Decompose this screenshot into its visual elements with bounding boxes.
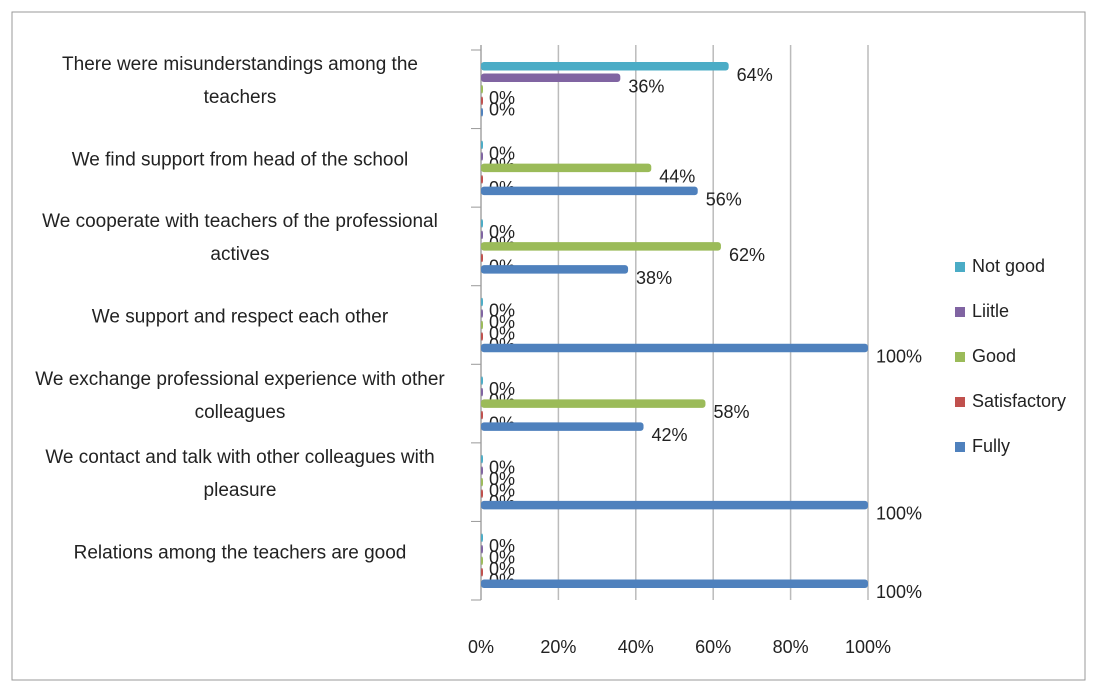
bar bbox=[481, 454, 483, 464]
legend-label: Liitle bbox=[972, 301, 1009, 321]
bar bbox=[481, 544, 483, 554]
data-label: 100% bbox=[876, 347, 922, 367]
bar bbox=[481, 297, 483, 307]
data-label: 62% bbox=[729, 245, 765, 265]
legend-marker bbox=[955, 352, 965, 362]
data-label: 0% bbox=[489, 548, 515, 568]
bar bbox=[481, 410, 483, 420]
bar bbox=[481, 96, 483, 106]
bar bbox=[481, 219, 483, 228]
data-label: 0% bbox=[489, 379, 515, 399]
y-tick-label: We exchange professional experience with… bbox=[35, 368, 445, 423]
bar bbox=[481, 85, 483, 94]
bar bbox=[481, 387, 483, 397]
y-tick-label: Relations among the teachers are good bbox=[73, 542, 407, 564]
legend-marker bbox=[955, 442, 965, 452]
data-label: 56% bbox=[706, 189, 742, 209]
bar bbox=[481, 422, 644, 431]
y-tick-label: There were misunderstandings among the t… bbox=[62, 54, 418, 109]
legend-marker bbox=[955, 262, 965, 272]
data-label: 100% bbox=[876, 504, 922, 524]
chart-border bbox=[11, 11, 1086, 681]
bar bbox=[481, 489, 483, 498]
x-tick-label: 80% bbox=[773, 637, 809, 657]
bar bbox=[481, 343, 868, 353]
bar bbox=[481, 230, 483, 240]
data-label: 42% bbox=[652, 425, 688, 445]
data-label: 38% bbox=[636, 268, 672, 288]
x-tick-label: 20% bbox=[540, 637, 576, 657]
bar bbox=[481, 140, 483, 150]
bar bbox=[481, 163, 652, 173]
data-label: 64% bbox=[737, 65, 773, 85]
bar bbox=[481, 567, 483, 577]
data-label: 0% bbox=[489, 301, 515, 321]
bar bbox=[481, 108, 483, 117]
bar bbox=[481, 477, 483, 487]
legend-label: Satisfactory bbox=[972, 391, 1066, 411]
x-tick-label: 100% bbox=[845, 637, 891, 657]
data-label: 0% bbox=[489, 536, 515, 556]
y-tick-label: We contact and talk with other colleague… bbox=[45, 447, 435, 502]
data-label: 36% bbox=[628, 76, 664, 96]
x-tick-label: 40% bbox=[618, 637, 654, 657]
bar bbox=[481, 533, 483, 542]
bar bbox=[481, 332, 483, 341]
bar bbox=[481, 242, 721, 251]
bar bbox=[481, 500, 868, 510]
data-label: 44% bbox=[659, 166, 695, 186]
bar bbox=[481, 579, 868, 588]
bar bbox=[481, 399, 706, 408]
data-label: 0% bbox=[489, 458, 515, 478]
bar bbox=[481, 186, 698, 196]
data-label: 0% bbox=[489, 481, 515, 501]
data-label: 58% bbox=[713, 402, 749, 422]
bar bbox=[481, 175, 483, 184]
bar bbox=[481, 376, 483, 385]
bar bbox=[481, 73, 621, 83]
legend-label: Fully bbox=[972, 436, 1010, 456]
bar bbox=[481, 320, 483, 330]
y-tick-label: We support and respect each other bbox=[91, 306, 389, 328]
legend-marker bbox=[955, 307, 965, 317]
legend-label: Not good bbox=[972, 256, 1045, 276]
y-tick-label: We cooperate with teachers of the profes… bbox=[42, 211, 438, 266]
bar bbox=[481, 152, 483, 161]
data-label: 0% bbox=[489, 88, 515, 108]
bar bbox=[481, 556, 483, 565]
bar bbox=[481, 265, 629, 274]
data-label: 0% bbox=[489, 143, 515, 163]
x-tick-label: 60% bbox=[695, 637, 731, 657]
bar bbox=[481, 309, 483, 318]
data-label: 0% bbox=[489, 99, 515, 119]
bar bbox=[481, 62, 729, 71]
legend-label: Good bbox=[972, 346, 1016, 366]
data-label: 0% bbox=[489, 324, 515, 344]
data-label: 100% bbox=[876, 582, 922, 602]
bar bbox=[481, 466, 483, 475]
bar bbox=[481, 253, 483, 263]
data-label: 0% bbox=[489, 469, 515, 489]
data-label: 0% bbox=[489, 312, 515, 332]
data-label: 0% bbox=[489, 559, 515, 579]
legend-marker bbox=[955, 397, 965, 407]
y-tick-label: We find support from head of the school bbox=[71, 149, 409, 171]
data-label: 0% bbox=[489, 222, 515, 242]
x-tick-label: 0% bbox=[468, 637, 494, 657]
